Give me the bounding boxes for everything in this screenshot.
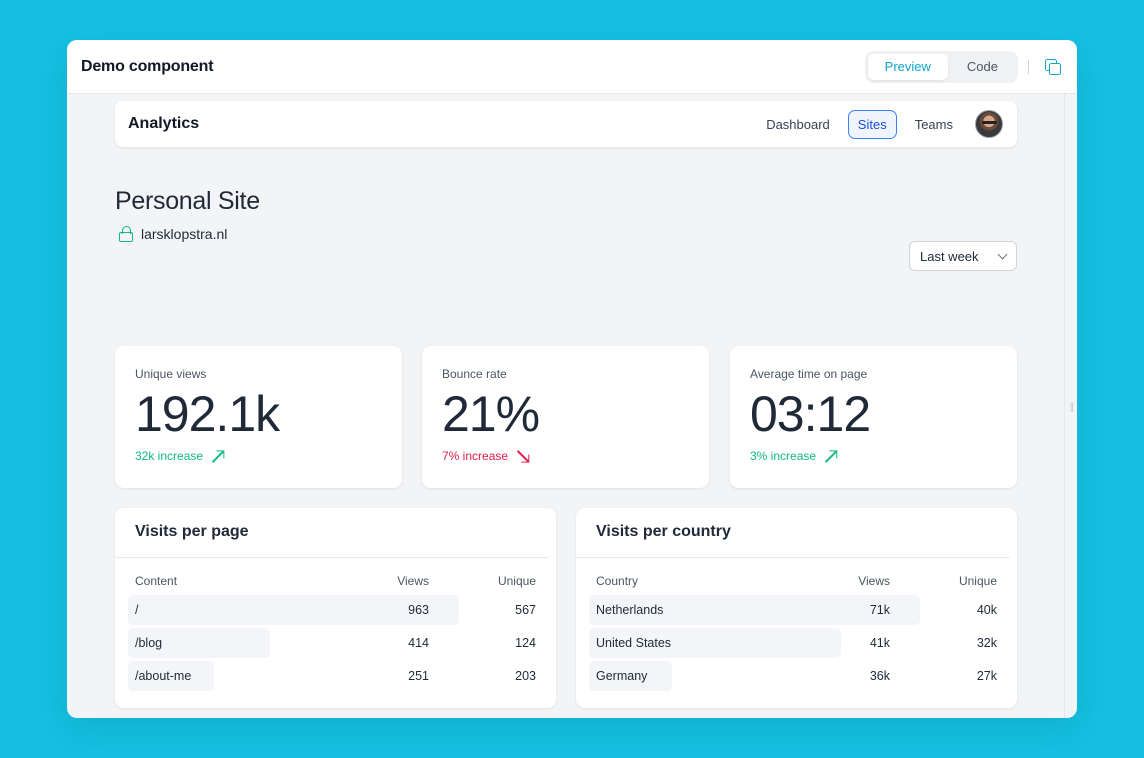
row-share-bar bbox=[128, 661, 214, 691]
view-toggle: Preview Code bbox=[864, 50, 1018, 83]
col-header-views: Views bbox=[397, 574, 429, 588]
arrow-up-right-icon bbox=[821, 447, 839, 465]
stat-change: 3% increase bbox=[750, 449, 997, 463]
stat-label: Bounce rate bbox=[442, 367, 507, 381]
stat-change: 7% increase bbox=[442, 449, 689, 463]
chevron-down-icon bbox=[997, 249, 1008, 259]
row-views: 963 bbox=[408, 603, 429, 617]
row-share-bar bbox=[128, 595, 459, 625]
stat-change-text: 7% increase bbox=[442, 449, 509, 463]
preview-content: || Analytics Dashboard Sites Teams Perso… bbox=[67, 94, 1077, 718]
analytics-navbar: Analytics Dashboard Sites Teams bbox=[115, 101, 1017, 147]
row-unique: 124 bbox=[515, 636, 536, 650]
card-title-text: Visits per page bbox=[135, 523, 249, 540]
preview-tab[interactable]: Preview bbox=[867, 53, 948, 80]
stat-card-bounce-rate: Bounce rate 21% 7% increase bbox=[422, 346, 709, 488]
table-row[interactable]: Netherlands 71k 40k bbox=[576, 595, 1017, 625]
copy-icon[interactable] bbox=[1043, 57, 1063, 77]
col-header-content: Content bbox=[135, 574, 178, 588]
table-row[interactable]: /blog 414 124 bbox=[115, 628, 556, 658]
stat-value: 192.1k bbox=[135, 386, 280, 442]
site-url: larsklopstra.nl bbox=[119, 226, 227, 242]
col-header-views: Views bbox=[858, 574, 890, 588]
table-row[interactable]: United States 41k 32k bbox=[576, 628, 1017, 658]
col-header-country: Country bbox=[596, 574, 639, 588]
row-share-bar bbox=[128, 628, 270, 658]
card-title-text: Visits per country bbox=[596, 523, 731, 540]
table-row[interactable]: / 963 567 bbox=[115, 595, 556, 625]
stat-change: 32k increase bbox=[135, 449, 382, 463]
row-share-bar bbox=[589, 661, 672, 691]
nav-link-dashboard[interactable]: Dashboard bbox=[766, 116, 830, 132]
row-unique: 203 bbox=[515, 669, 536, 683]
resize-divider bbox=[1064, 94, 1065, 718]
stat-change-text: 32k increase bbox=[135, 449, 204, 463]
row-name: United States bbox=[596, 636, 672, 650]
site-url-text: larsklopstra.nl bbox=[141, 226, 228, 242]
stat-value: 03:12 bbox=[750, 386, 871, 442]
visits-per-page-card: Visits per page Content Views Unique / 96… bbox=[115, 508, 556, 708]
row-name: / bbox=[135, 603, 139, 617]
table-row[interactable]: /about-me 251 203 bbox=[115, 661, 556, 691]
user-avatar[interactable] bbox=[975, 110, 1003, 138]
row-views: 36k bbox=[869, 669, 890, 683]
table-body: Netherlands 71k 40k United States 41k 32k Germ… bbox=[576, 595, 1017, 691]
stat-value: 21% bbox=[442, 386, 540, 442]
nav-brand: Analytics bbox=[128, 115, 200, 132]
nav-link-sites[interactable]: Sites bbox=[847, 109, 897, 139]
code-tab[interactable]: Code bbox=[950, 54, 1015, 80]
table-body: / 963 567/blog 414 124/about-me 251 203 bbox=[115, 595, 556, 691]
nav-links: Dashboard Sites Teams bbox=[756, 109, 963, 139]
lock-icon bbox=[119, 226, 133, 242]
table-row[interactable]: Germany 36k 27k bbox=[576, 661, 1017, 691]
row-share-bar bbox=[589, 628, 841, 658]
row-name: Germany bbox=[596, 669, 648, 683]
row-name: Netherlands bbox=[596, 603, 664, 617]
stat-label: Unique views bbox=[135, 367, 207, 381]
row-views: 41k bbox=[869, 636, 890, 650]
frame-title: Demo component bbox=[81, 57, 214, 75]
frame-header: Demo component Preview Code bbox=[67, 40, 1077, 94]
card-title: Visits per country bbox=[576, 508, 1010, 558]
stat-card-avg-time: Average time on page 03:12 3% increase bbox=[730, 346, 1017, 488]
stat-label: Average time on page bbox=[750, 367, 868, 381]
row-unique: 32k bbox=[976, 636, 997, 650]
row-unique: 40k bbox=[976, 603, 997, 617]
row-views: 71k bbox=[869, 603, 890, 617]
row-unique: 27k bbox=[976, 669, 997, 683]
col-header-unique: Unique bbox=[497, 574, 536, 588]
demo-frame: Demo component Preview Code || Analytics… bbox=[67, 40, 1077, 718]
page-title: Personal Site bbox=[115, 187, 260, 215]
stat-change-text: 3% increase bbox=[750, 449, 817, 463]
row-unique: 567 bbox=[515, 603, 536, 617]
row-share-bar bbox=[589, 595, 920, 625]
card-title: Visits per page bbox=[115, 508, 549, 558]
table-header: Content Views Unique bbox=[115, 574, 556, 592]
arrow-up-right-icon bbox=[208, 447, 226, 465]
table-header: Country Views Unique bbox=[576, 574, 1017, 592]
stat-card-unique-views: Unique views 192.1k 32k increase bbox=[115, 346, 402, 488]
arrow-down-right-icon bbox=[513, 447, 531, 465]
row-name: /about-me bbox=[135, 669, 192, 683]
row-views: 414 bbox=[408, 636, 429, 650]
header-divider bbox=[1028, 59, 1029, 74]
nav-link-teams[interactable]: Teams bbox=[914, 116, 953, 132]
row-name: /blog bbox=[135, 636, 163, 650]
visits-per-country-card: Visits per country Country Views Unique … bbox=[576, 508, 1017, 708]
row-views: 251 bbox=[408, 669, 429, 683]
period-select[interactable]: Last week bbox=[909, 241, 1017, 271]
period-select-value: Last week bbox=[920, 248, 979, 264]
col-header-unique: Unique bbox=[958, 574, 997, 588]
resize-handle-icon[interactable]: || bbox=[1069, 402, 1074, 413]
